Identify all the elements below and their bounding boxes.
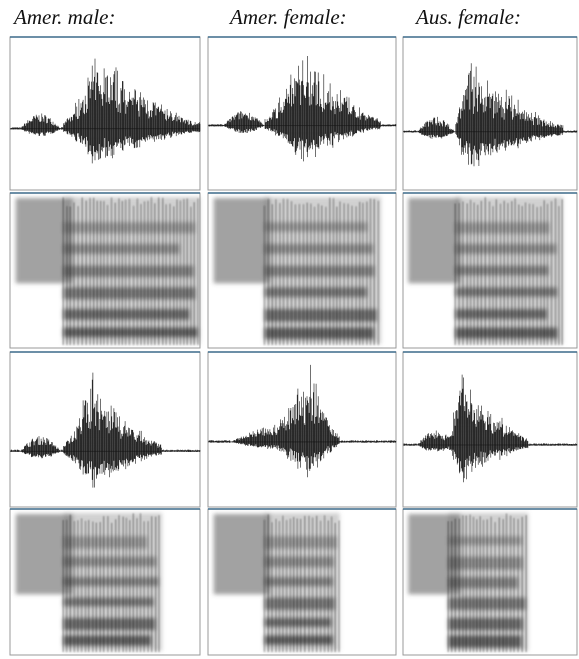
column-header: Amer. female:: [228, 5, 347, 29]
figure: Amer. male: Amer. female: Aus. female:: [0, 0, 579, 659]
column-header: Amer. male:: [12, 5, 115, 29]
spectro-shade: [214, 198, 270, 283]
spectro-shade: [63, 197, 200, 344]
column-header: Aus. female:: [414, 5, 521, 29]
spectro-shade: [214, 514, 270, 594]
spectro-shade: [408, 198, 460, 283]
spectro-shade: [448, 513, 528, 651]
panels: [10, 37, 577, 655]
spectro-shade: [264, 197, 381, 344]
spectro-shade: [455, 197, 563, 344]
